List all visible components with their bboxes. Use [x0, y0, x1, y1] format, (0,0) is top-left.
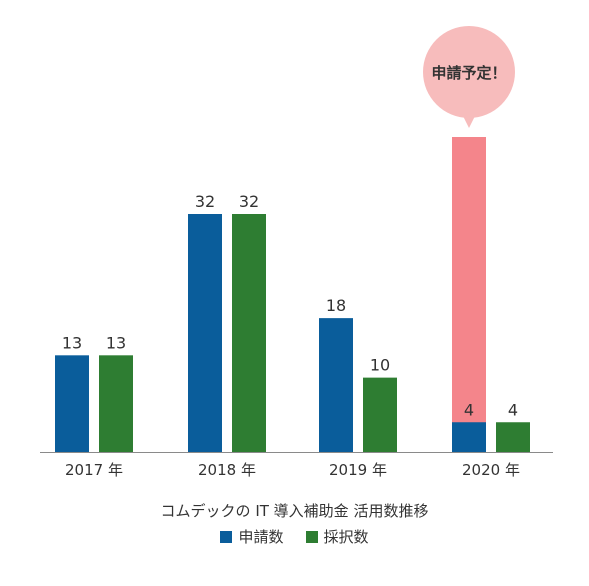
data-label: 10 [370, 356, 390, 375]
chart-legend: 申請数 採択数 [0, 526, 589, 547]
legend-label: 採択数 [323, 528, 369, 546]
bar-0-2 [319, 318, 353, 452]
annotation-bubble [423, 26, 515, 118]
legend-item-series-1: 採択数 [305, 526, 369, 547]
data-label: 4 [508, 400, 518, 419]
legend-swatch [305, 530, 318, 543]
legend-item-series-0: 申請数 [220, 526, 284, 547]
data-label: 32 [195, 192, 215, 211]
x-tick-label: 2019 年 [329, 461, 387, 479]
legend-swatch [220, 530, 233, 543]
bar-0-3 [452, 422, 486, 452]
bar-1-0 [99, 355, 133, 452]
data-label: 13 [62, 333, 82, 352]
bar-0-1 [188, 214, 222, 452]
bar-0-0 [55, 355, 89, 452]
data-label: 32 [239, 192, 259, 211]
bar-1-2 [363, 377, 397, 452]
x-tick-label: 2020 年 [462, 461, 520, 479]
data-label: 18 [326, 296, 346, 315]
data-label: 4 [464, 400, 474, 419]
bar-1-3 [496, 422, 530, 452]
data-label: 13 [106, 333, 126, 352]
legend-label: 申請数 [238, 528, 284, 546]
annotation-bubble-tail [462, 114, 476, 128]
x-tick-label: 2017 年 [65, 461, 123, 479]
chart-title: コムデックの IT 導入補助金 活用数推移 [160, 502, 429, 520]
bar-1-1 [232, 214, 266, 452]
planned-bar [452, 137, 486, 452]
x-tick-label: 2018 年 [198, 461, 256, 479]
annotation-text: 申請予定！ [431, 64, 506, 82]
